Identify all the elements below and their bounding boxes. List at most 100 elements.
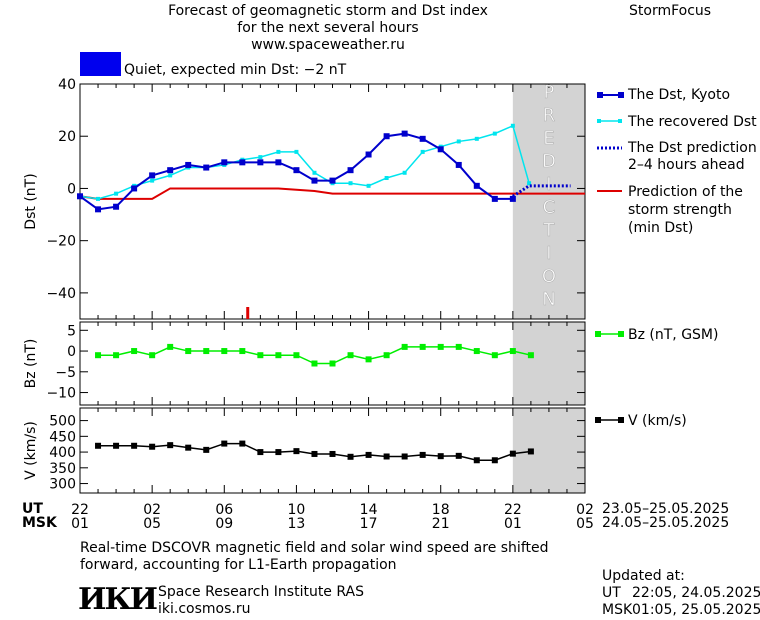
recovered-dst-point: [276, 149, 281, 154]
msk-tick-label: 21: [432, 516, 450, 532]
legend-kyoto-marker: [618, 92, 624, 98]
bz-point: [113, 352, 120, 359]
msk-tick-label: 17: [360, 516, 378, 532]
y-axis-label-2: V (km/s): [23, 421, 39, 480]
bz-point: [203, 348, 210, 355]
site-url[interactable]: www.spaceweather.ru: [251, 37, 405, 53]
recovered-dst-point: [474, 136, 479, 141]
kyoto-dst-point: [257, 159, 264, 166]
kyoto-dst-point: [185, 161, 192, 168]
prediction-band-letter: P: [543, 82, 554, 103]
recovered-dst-point: [402, 170, 407, 175]
v-point: [275, 449, 282, 456]
legend-strength-label-1: Prediction of the: [628, 184, 743, 200]
kyoto-dst-point: [239, 159, 246, 166]
bz-point: [473, 348, 480, 355]
recovered-dst-point: [527, 181, 532, 186]
v-point: [185, 444, 192, 451]
kyoto-dst-point: [113, 203, 120, 210]
y-tick-label: 300: [49, 477, 76, 493]
recovered-dst-point: [312, 170, 317, 175]
v-point: [473, 457, 480, 464]
bz-point: [257, 352, 264, 359]
legend-bz-marker: [595, 331, 601, 337]
msk-tick-label: 09: [215, 516, 233, 532]
y-tick-label: 40: [58, 77, 76, 93]
recovered-dst-point: [150, 178, 155, 183]
prediction-band-letter: R: [543, 105, 556, 126]
v-point: [527, 448, 534, 455]
legend-kyoto-label: The Dst, Kyoto: [628, 87, 731, 103]
kyoto-dst-point: [149, 172, 156, 179]
msk-axis-label: MSK: [22, 515, 57, 531]
legend-strength-label-2: storm strength: [628, 202, 732, 218]
msk-tick-label: 05: [143, 516, 161, 532]
bz-point: [149, 352, 156, 359]
kyoto-dst-point: [491, 195, 498, 202]
chart-subtitle: for the next several hours: [237, 20, 419, 36]
recovered-dst-point: [366, 183, 371, 188]
series-storm-strength: [79, 187, 585, 200]
bz-point: [221, 348, 228, 355]
kyoto-dst-point: [455, 161, 462, 168]
ut-tick-label: 02: [576, 502, 594, 518]
legend-v-marker: [595, 417, 601, 423]
bz-point: [275, 352, 282, 359]
v-point: [131, 442, 138, 449]
kyoto-dst-point: [293, 167, 300, 174]
y-tick-label: −20: [46, 234, 76, 250]
bz-point: [365, 356, 372, 363]
bz-point: [437, 343, 444, 350]
kyoto-dst-point: [365, 151, 372, 158]
bz-point: [419, 343, 426, 350]
bz-point: [239, 348, 246, 355]
v-point: [293, 448, 300, 455]
prediction-band-0: [512, 84, 585, 319]
status-color-swatch: [80, 52, 121, 76]
kyoto-dst-point: [509, 195, 516, 202]
recovered-dst-point: [492, 131, 497, 136]
y-tick-label: −40: [46, 286, 76, 302]
ut-date-range: 23.05–25.05.2025: [602, 501, 730, 517]
prediction-band-letter: O: [542, 266, 556, 287]
updated-ut-label: UT: [602, 585, 621, 601]
kyoto-dst-point: [311, 177, 318, 184]
updated-msk-value: 01:05, 25.05.2025: [632, 602, 760, 618]
kyoto-dst-point: [221, 159, 228, 166]
bz-point: [509, 348, 516, 355]
legend-bz-marker: [618, 331, 624, 337]
bz-point: [131, 348, 138, 355]
series-dst-prediction: [512, 184, 571, 198]
y-tick-label: 5: [67, 323, 76, 339]
updated-msk-label: MSK: [602, 602, 633, 618]
footer-note-line2: forward, accounting for L1-Earth propaga…: [80, 557, 397, 573]
v-point: [203, 446, 210, 453]
ut-tick-label: 06: [215, 502, 233, 518]
msk-tick-label: 01: [71, 516, 89, 532]
y-tick-label: −10: [46, 386, 76, 402]
recovered-dst-point: [348, 181, 353, 186]
bz-point: [347, 352, 354, 359]
panel-frame-0: [79, 83, 586, 320]
v-point: [509, 450, 516, 457]
bz-point: [185, 348, 192, 355]
y-tick-label: 0: [67, 181, 76, 197]
bz-point: [455, 343, 462, 350]
ut-tick-label: 18: [432, 502, 450, 518]
ut-axis-label: UT: [22, 501, 43, 517]
institute-site[interactable]: iki.cosmos.ru: [158, 601, 251, 617]
prediction-band-1: [512, 322, 585, 405]
kyoto-dst-point: [203, 164, 210, 171]
v-point: [95, 442, 102, 449]
v-point: [347, 453, 354, 460]
y-tick-label: 400: [49, 445, 76, 461]
recovered-dst-point: [96, 196, 101, 201]
legend-recovered-marker: [618, 119, 622, 123]
kyoto-dst-point: [383, 133, 390, 140]
y-tick-label: 350: [49, 461, 76, 477]
v-point: [419, 451, 426, 458]
legend-prediction-label-2: 2–4 hours ahead: [628, 157, 745, 173]
iki-logo: ИКИ: [78, 582, 158, 617]
bz-point: [527, 352, 534, 359]
prediction-band-letter: I: [546, 174, 551, 195]
